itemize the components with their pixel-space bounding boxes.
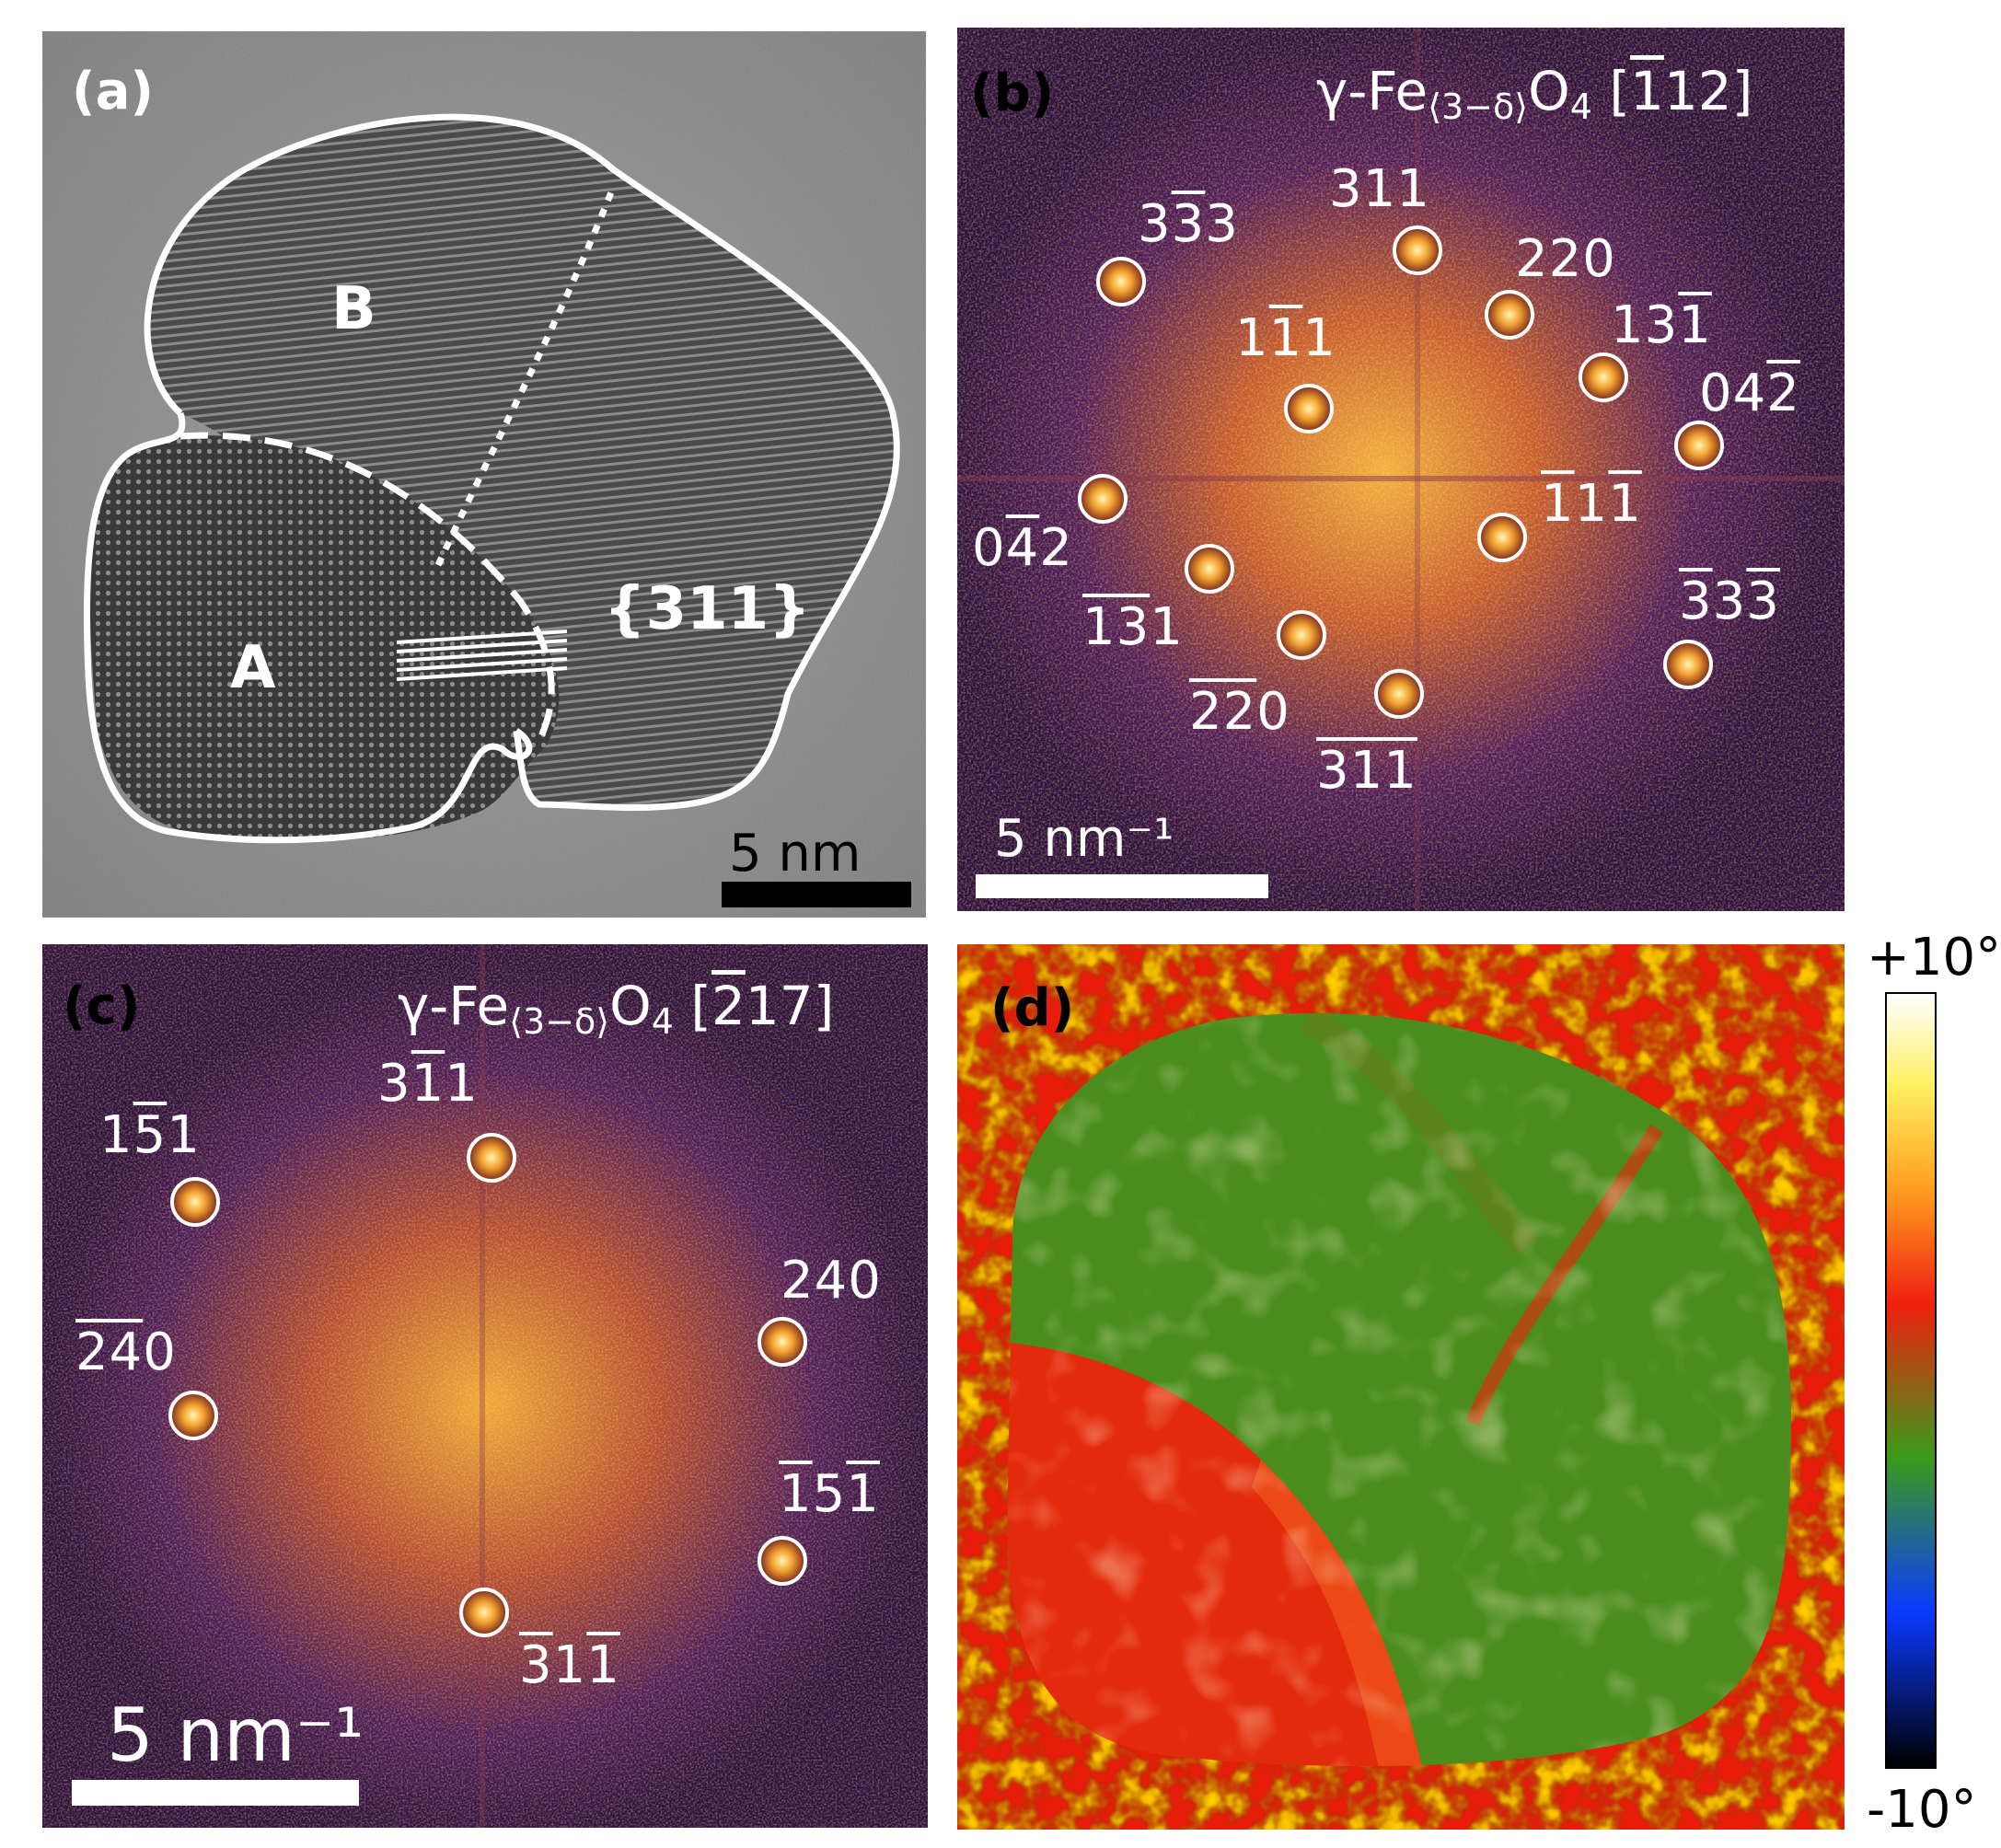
panel-b-title: γ-Fe⟨3−δ⟩O4 [112] <box>1316 64 1752 124</box>
spot-c-311-b <box>459 1588 509 1637</box>
panel-a-scale-label: 5 nm <box>729 824 862 884</box>
panel-b-title-zone-rest: 12] <box>1663 60 1753 122</box>
fft-b-graphic <box>957 28 1845 911</box>
index-b-111-a: 111 <box>1235 308 1336 368</box>
panel-b-title-zone-open: [ <box>1591 60 1630 122</box>
plane-family-label: {311} <box>604 575 811 643</box>
spot-c-311-a <box>467 1133 516 1183</box>
panel-a-letter: (a) <box>72 62 154 121</box>
index-b-042-b: 042 <box>972 518 1073 578</box>
spot-c-240-b <box>168 1391 218 1440</box>
grain-b-label: B <box>331 275 376 343</box>
grain-a-label: A <box>230 634 276 702</box>
index-c-151-a: 151 <box>99 1105 201 1165</box>
panel-c-title-zone-rest: 17] <box>745 975 835 1037</box>
spot-b-311-b <box>1374 669 1424 719</box>
panel-b-scale-bar <box>976 874 1268 898</box>
index-b-311-a: 311 <box>1329 159 1430 219</box>
panel-b-scale-label: 5 nm⁻¹ <box>994 809 1174 869</box>
panel-b-fft: (b) γ-Fe⟨3−δ⟩O4 [112] 333 311 220 111 13… <box>957 28 1845 911</box>
spot-b-042-a <box>1674 421 1724 470</box>
panel-c-letter: (c) <box>63 976 141 1036</box>
fft-c-graphic <box>42 944 928 1828</box>
index-b-220-b: 220 <box>1189 682 1290 742</box>
panel-c-title-zone-open: [ <box>673 975 711 1037</box>
spot-b-333-b <box>1663 640 1713 689</box>
spot-c-151-a <box>170 1177 220 1227</box>
index-c-311-b: 311 <box>519 1635 620 1695</box>
index-b-220-a: 220 <box>1515 229 1616 289</box>
panel-c-title-o-sub: 4 <box>651 1001 674 1042</box>
panel-b-title-zone-ov: 1 <box>1629 60 1664 122</box>
hrtem-image-graphic <box>42 31 926 918</box>
spot-b-131-b <box>1185 544 1234 594</box>
colorbar-max-label: +10° <box>1867 928 2001 988</box>
spot-b-220-b <box>1277 610 1326 660</box>
spot-b-333-a <box>1096 257 1146 306</box>
index-b-111-b: 111 <box>1541 474 1642 534</box>
panel-b-title-o-sub: 4 <box>1569 87 1592 127</box>
panel-c-title-sub: ⟨3−δ⟩ <box>509 1001 610 1042</box>
spot-c-151-b <box>758 1536 807 1586</box>
index-b-131-a: 131 <box>1611 295 1712 355</box>
spot-b-111-b <box>1477 513 1527 562</box>
index-b-311-b: 311 <box>1316 741 1417 801</box>
panel-a-scale-bar <box>722 882 911 907</box>
spot-b-042-b <box>1078 474 1128 524</box>
panel-c-title-base: γ-Fe <box>398 975 510 1037</box>
index-b-131-b: 131 <box>1082 597 1184 657</box>
index-c-151-b: 151 <box>779 1464 880 1524</box>
index-c-240-b: 240 <box>75 1322 177 1382</box>
panel-c-title-zone-ov: 2 <box>711 975 746 1037</box>
spot-c-240-a <box>758 1317 807 1367</box>
index-b-042-a: 042 <box>1699 364 1800 423</box>
spot-b-220-a <box>1485 290 1534 340</box>
index-b-333-b: 333 <box>1679 572 1780 631</box>
panel-c-title: γ-Fe⟨3−δ⟩O4 [217] <box>398 979 834 1039</box>
colorbar-min-label: -10° <box>1867 1780 1977 1840</box>
panel-b-title-sub: ⟨3−δ⟩ <box>1428 87 1529 127</box>
spot-b-311-a <box>1393 225 1442 275</box>
panel-d-letter: (d) <box>990 978 1075 1038</box>
panel-c-scale-bar <box>72 1780 359 1806</box>
rotation-map-graphic <box>957 944 1845 1830</box>
panel-a-hrtem-image: (a) B A {311} 5 nm <box>42 31 926 918</box>
panel-d-rotation-map: (d) <box>957 944 1845 1830</box>
colorbar <box>1885 992 1937 1769</box>
index-b-333-a: 333 <box>1138 194 1239 254</box>
spot-b-131-a <box>1579 352 1628 402</box>
index-c-240-a: 240 <box>781 1251 882 1311</box>
panel-c-scale-label: 5 nm⁻¹ <box>107 1692 364 1778</box>
index-c-311-a: 311 <box>377 1054 479 1114</box>
spot-b-111-a <box>1284 384 1334 433</box>
panel-b-title-base: γ-Fe <box>1316 60 1428 122</box>
panel-b-letter: (b) <box>970 64 1055 123</box>
panel-c-fft: (c) γ-Fe⟨3−δ⟩O4 [217] 151 311 240 240 15… <box>42 944 928 1828</box>
panel-c-title-o: O <box>609 975 652 1037</box>
panel-b-title-o: O <box>1528 60 1570 122</box>
